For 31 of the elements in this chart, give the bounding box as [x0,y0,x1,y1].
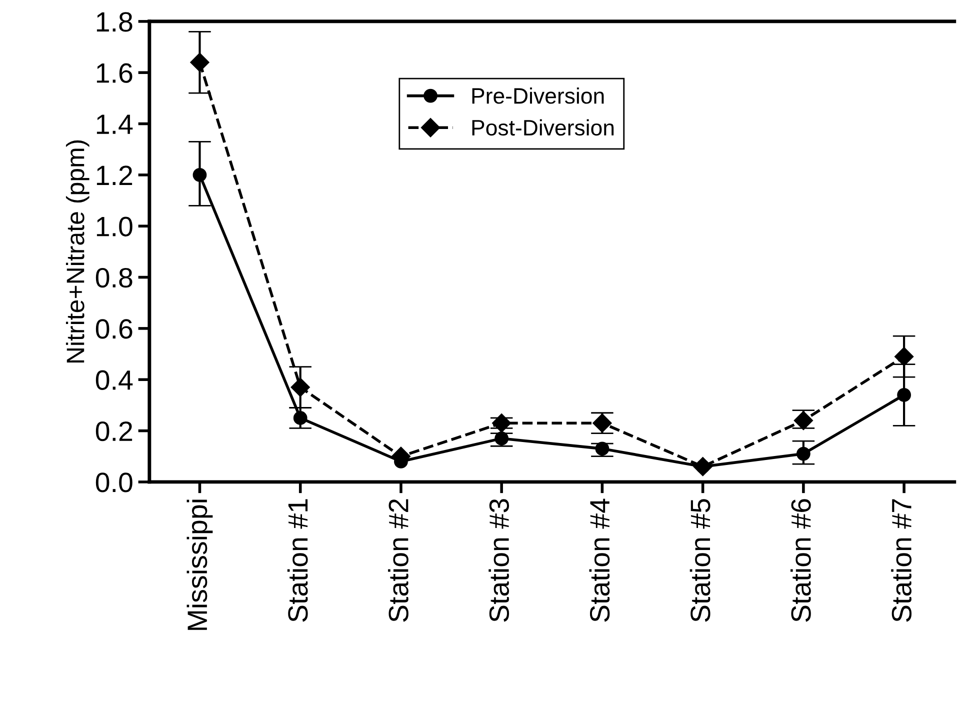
x-tick-label: Mississippi [186,500,213,630]
x-tick-label: Station #4 [589,498,610,622]
y-axis-title: Nitrite+Nitrate (ppm) [66,140,90,362]
point [190,52,210,72]
x-tick-label: Station #7 [891,499,912,622]
y-tick-label: 1.2 [96,166,132,185]
y-tick-label: 0.6 [96,319,132,339]
point [492,414,512,433]
point [290,378,310,397]
point [595,442,610,456]
x-tick-label: Station #5 [690,499,710,622]
y-tick-label: 0.4 [96,370,133,390]
point [894,347,914,366]
y-tick-label: 0.0 [96,472,132,492]
point [796,446,810,461]
y-tick-label: 0.2 [96,421,132,442]
y-tick-label: 1.6 [96,63,132,83]
y-tick-label: 0.8 [96,268,132,288]
x-tick-label: Station #6 [790,499,811,622]
x-tick-label: Station #3 [488,499,510,622]
legend-label: Pre-Diversion [472,87,604,104]
point [494,432,509,446]
legend-label: Post-Diversion [472,119,614,136]
x-tick-label: Station #1 [287,499,308,622]
y-tick-label: 1.0 [96,216,132,236]
point [293,411,308,425]
y-tick-label: 1.8 [96,12,132,32]
x-tick-label: Station #2 [388,499,408,622]
y-tick-label: 1.4 [96,114,133,134]
point [897,388,911,402]
point [192,168,207,182]
